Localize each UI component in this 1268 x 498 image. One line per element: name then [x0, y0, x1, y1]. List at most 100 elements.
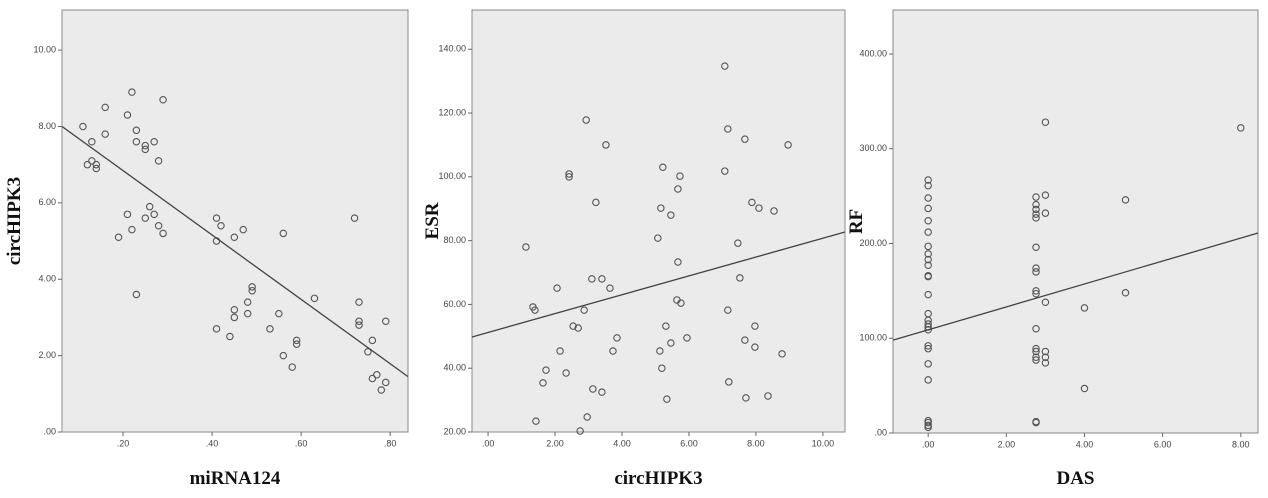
point	[1032, 193, 1040, 201]
point	[748, 198, 756, 207]
point	[565, 170, 573, 178]
x-tick-label: .00	[922, 439, 935, 449]
point	[128, 88, 136, 96]
point	[275, 309, 283, 318]
point	[1041, 191, 1050, 199]
point	[1041, 209, 1050, 217]
point	[770, 207, 778, 215]
point	[1032, 418, 1040, 427]
point	[1032, 264, 1040, 272]
x-tick-label: .60	[295, 438, 308, 448]
x-axis-title: circHIPK3	[614, 468, 702, 489]
point	[592, 198, 600, 207]
point	[1080, 384, 1089, 393]
point	[355, 298, 363, 306]
point	[101, 130, 109, 138]
point	[141, 141, 150, 150]
point	[230, 313, 239, 322]
point	[657, 204, 665, 212]
point	[924, 194, 932, 202]
point	[924, 228, 932, 236]
point	[230, 233, 239, 241]
y-axis-title: RF	[846, 209, 867, 234]
point	[576, 427, 584, 435]
point	[279, 351, 288, 360]
point	[381, 378, 390, 387]
y-tick-label: 200.00	[859, 238, 887, 248]
point	[132, 138, 141, 146]
point	[924, 342, 932, 350]
point	[556, 347, 564, 355]
x-tick-label: 8.00	[1232, 439, 1250, 449]
point	[123, 111, 132, 119]
x-tick-label: 10.00	[812, 438, 835, 448]
y-tick-label: .00	[874, 427, 887, 437]
point	[226, 332, 234, 341]
point	[588, 275, 596, 283]
point	[364, 348, 372, 356]
point	[924, 376, 932, 384]
point	[1121, 289, 1130, 297]
point	[924, 255, 932, 264]
plot-area	[61, 9, 409, 433]
point	[742, 394, 750, 402]
point	[1121, 196, 1130, 204]
y-tick-label: 60.00	[443, 299, 466, 309]
point	[1032, 243, 1040, 252]
point	[355, 321, 363, 329]
point	[924, 423, 932, 432]
x-axis-title: miRNA124	[190, 468, 281, 489]
point	[609, 347, 617, 355]
point	[1032, 205, 1040, 214]
y-tick-label: 80.00	[443, 235, 466, 245]
point	[279, 229, 288, 238]
point	[565, 173, 573, 181]
point	[150, 138, 158, 146]
x-tick-label: 4.00	[613, 438, 631, 448]
point	[683, 334, 691, 342]
point	[654, 234, 662, 242]
point	[598, 388, 606, 396]
fit-line	[892, 232, 1259, 341]
point	[159, 229, 167, 238]
point	[92, 160, 101, 169]
point	[128, 225, 136, 234]
x-tick-label: .20	[117, 438, 130, 448]
point	[292, 336, 301, 345]
point	[677, 299, 685, 307]
point	[582, 116, 590, 124]
point	[141, 145, 150, 154]
point	[350, 214, 359, 222]
point	[239, 225, 247, 234]
point	[924, 176, 932, 184]
point	[83, 160, 92, 169]
y-tick-label: 120.00	[438, 107, 466, 117]
point	[656, 347, 664, 355]
point	[924, 181, 932, 190]
point	[924, 216, 932, 225]
point	[1080, 304, 1089, 312]
point	[288, 363, 296, 371]
point	[674, 258, 682, 266]
point	[1041, 353, 1050, 361]
point	[658, 364, 666, 372]
point	[569, 322, 577, 330]
point	[141, 214, 150, 222]
point	[1032, 200, 1040, 209]
y-tick-label: 100.00	[859, 333, 887, 343]
y-tick-label: 20.00	[443, 426, 466, 436]
plot-area	[471, 9, 846, 433]
point	[1032, 287, 1040, 295]
point	[1041, 118, 1050, 126]
point	[574, 324, 582, 332]
point	[663, 395, 671, 403]
y-tick-label: 40.00	[443, 363, 466, 373]
plot-area	[892, 9, 1259, 434]
point	[368, 374, 377, 383]
y-tick-label: 10.00	[33, 44, 56, 54]
point	[589, 385, 597, 393]
point	[924, 261, 932, 270]
point	[292, 340, 301, 348]
point	[132, 126, 141, 135]
fit-line	[61, 125, 409, 378]
